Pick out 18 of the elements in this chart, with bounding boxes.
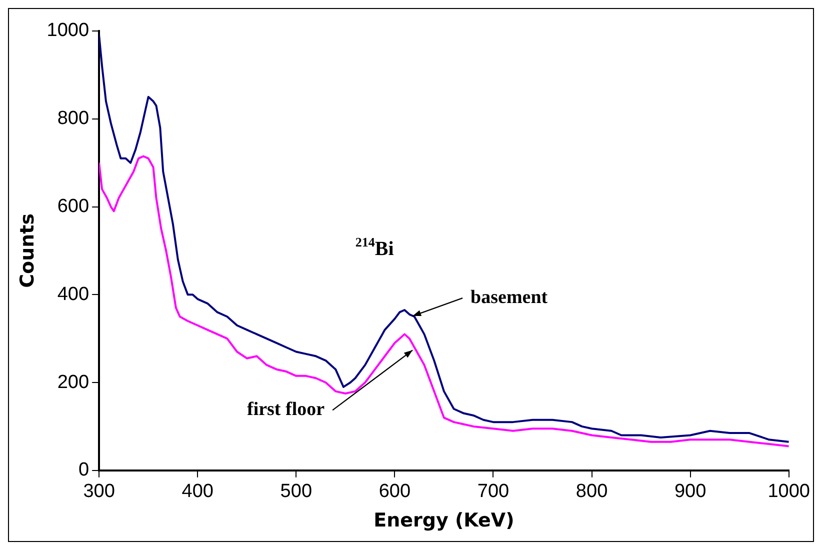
- y-tick-label: 200: [57, 372, 90, 393]
- series-label: first floor: [246, 399, 326, 420]
- text: basement: [470, 286, 548, 308]
- x-tick-label: 1000: [768, 481, 810, 502]
- y-tick-label: 1000: [46, 20, 90, 42]
- x-tick-label: 700: [477, 481, 510, 502]
- x-tick-label: 500: [280, 481, 312, 502]
- y-tick-label: 400: [57, 284, 90, 305]
- y-tick-label: 600: [57, 196, 90, 217]
- x-tick-label: 300: [83, 481, 115, 502]
- x-tick-label: 400: [182, 481, 214, 502]
- x-tick-label: 600: [378, 481, 411, 502]
- y-axis-title: Counts: [16, 213, 38, 288]
- y-tick-label: 0: [78, 460, 90, 481]
- y-tick-label: 800: [57, 108, 90, 130]
- x-tick-label: 900: [674, 481, 706, 502]
- x-tick-label: 800: [576, 481, 608, 502]
- x-axis-title: Energy (KeV): [374, 510, 514, 532]
